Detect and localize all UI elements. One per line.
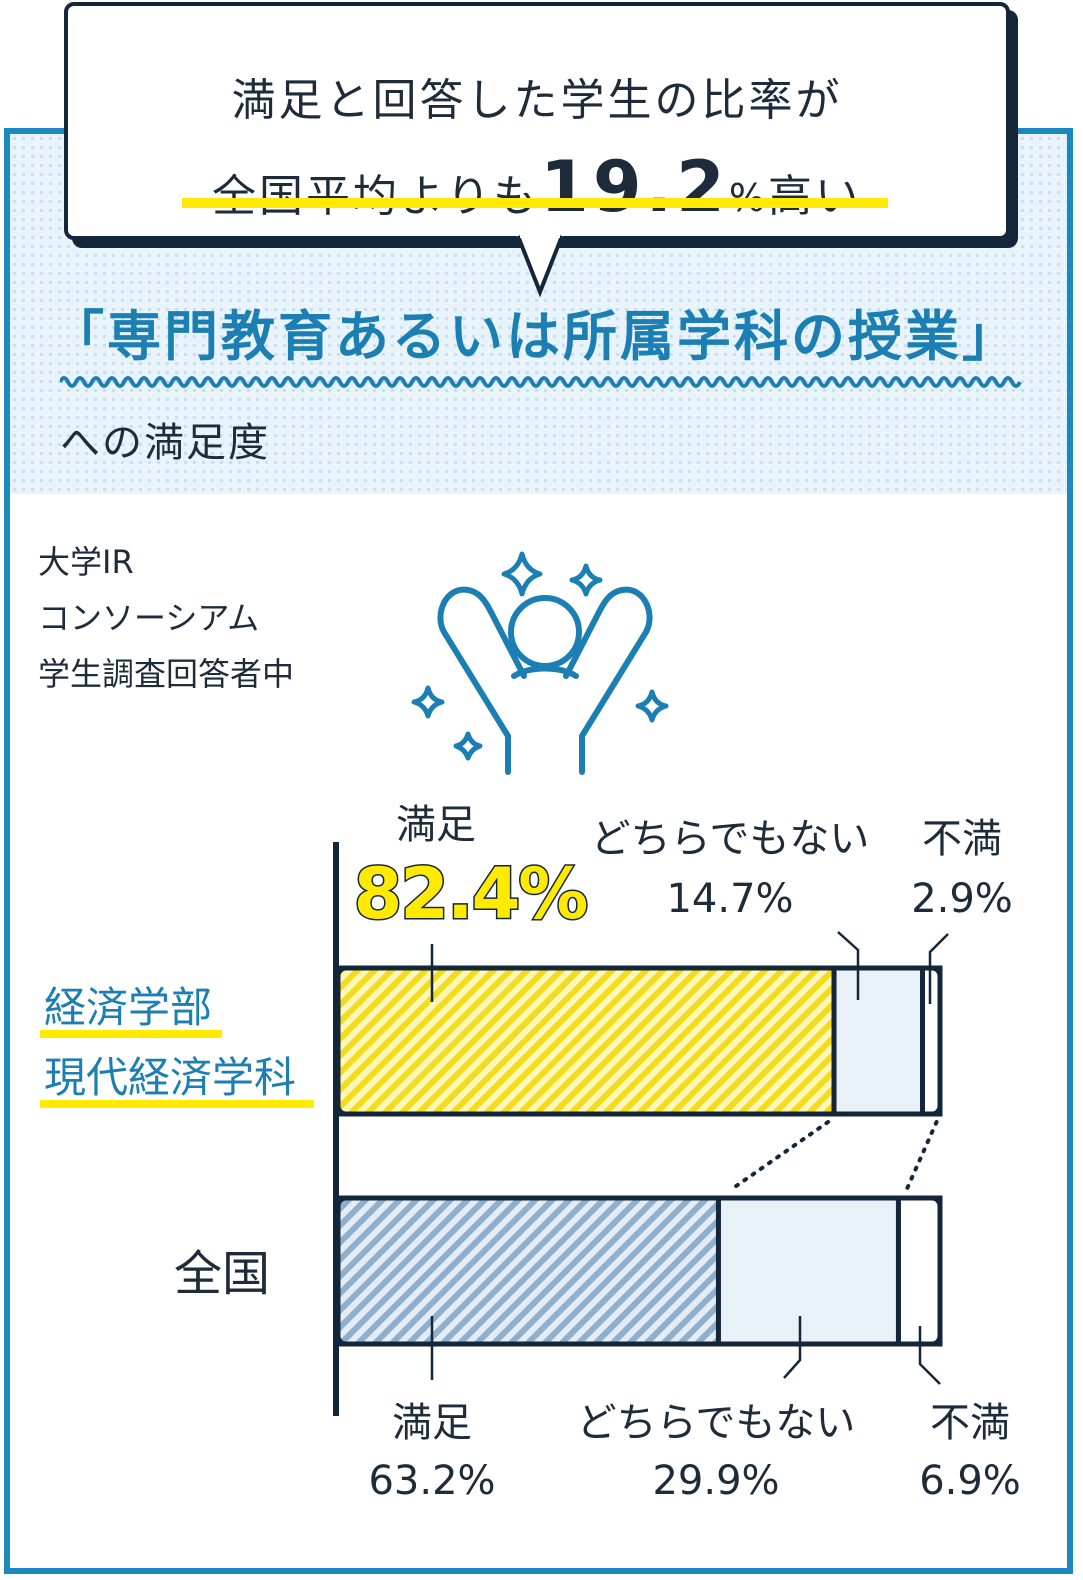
connector-neutral xyxy=(904,1120,939,1192)
series-label: どちらでもない xyxy=(591,816,870,862)
topic-wavy-underline xyxy=(60,376,1022,388)
connector-satisfied xyxy=(728,1120,831,1192)
bar-outline xyxy=(335,965,943,1117)
series-label: 不満 xyxy=(922,816,1002,862)
data-label: 6.9% xyxy=(919,1458,1021,1504)
bar-segment-satisfied xyxy=(335,1195,721,1347)
category-label: 現代経済学科 xyxy=(44,1053,296,1102)
source-line: 大学IR xyxy=(38,543,134,581)
bar-segment-neutral xyxy=(715,1195,901,1347)
headline-value: 19.2 xyxy=(540,146,729,228)
category-highlight xyxy=(40,1030,222,1038)
headline-highlight xyxy=(182,198,888,208)
series-label: どちらでもない xyxy=(577,1400,856,1446)
series-label: 満足 xyxy=(396,802,476,848)
leader-line xyxy=(783,1316,802,1379)
bar-segment-dissatisfied xyxy=(895,1195,943,1347)
bar-outline xyxy=(335,1195,943,1347)
bar-segment-neutral xyxy=(831,965,926,1117)
bar-segment-satisfied xyxy=(335,965,837,1117)
category-highlight xyxy=(40,1100,314,1108)
data-label: 14.7% xyxy=(666,876,793,922)
data-label: 82.4% xyxy=(354,853,587,935)
sparkle-icon xyxy=(411,551,669,761)
leader-line xyxy=(918,1326,941,1385)
topic-title: 「専門教育あるいは所属学科の授業」 xyxy=(50,305,1019,368)
headline-suffix: 高い xyxy=(767,171,862,222)
data-label: 2.9% xyxy=(911,876,1013,922)
topic-suffix: への満足度 xyxy=(60,420,270,466)
category-label: 全国 xyxy=(174,1246,270,1302)
leader-line xyxy=(837,931,860,1000)
source-line: コンソーシアム xyxy=(38,599,260,637)
series-label: 不満 xyxy=(930,1400,1010,1446)
series-label: 満足 xyxy=(392,1400,472,1446)
data-label: 63.2% xyxy=(368,1458,495,1504)
headline-line-2: 全国平均よりも19.2%高い xyxy=(68,146,1006,228)
headline-prefix: 全国平均よりも xyxy=(212,171,541,222)
bubble-tail xyxy=(516,234,564,298)
source-line: 学生調査回答者中 xyxy=(38,655,295,693)
headline-line-1: 満足と回答した学生の比率が xyxy=(231,75,843,126)
leader-line xyxy=(928,933,949,1004)
cheering-person-icon xyxy=(411,551,669,775)
category-label: 経済学部 xyxy=(44,983,212,1032)
bar-segment-dissatisfied xyxy=(920,965,943,1117)
source-note: 大学IR コンソーシアム 学生調査回答者中 xyxy=(38,534,294,702)
data-label: 29.9% xyxy=(652,1458,779,1504)
